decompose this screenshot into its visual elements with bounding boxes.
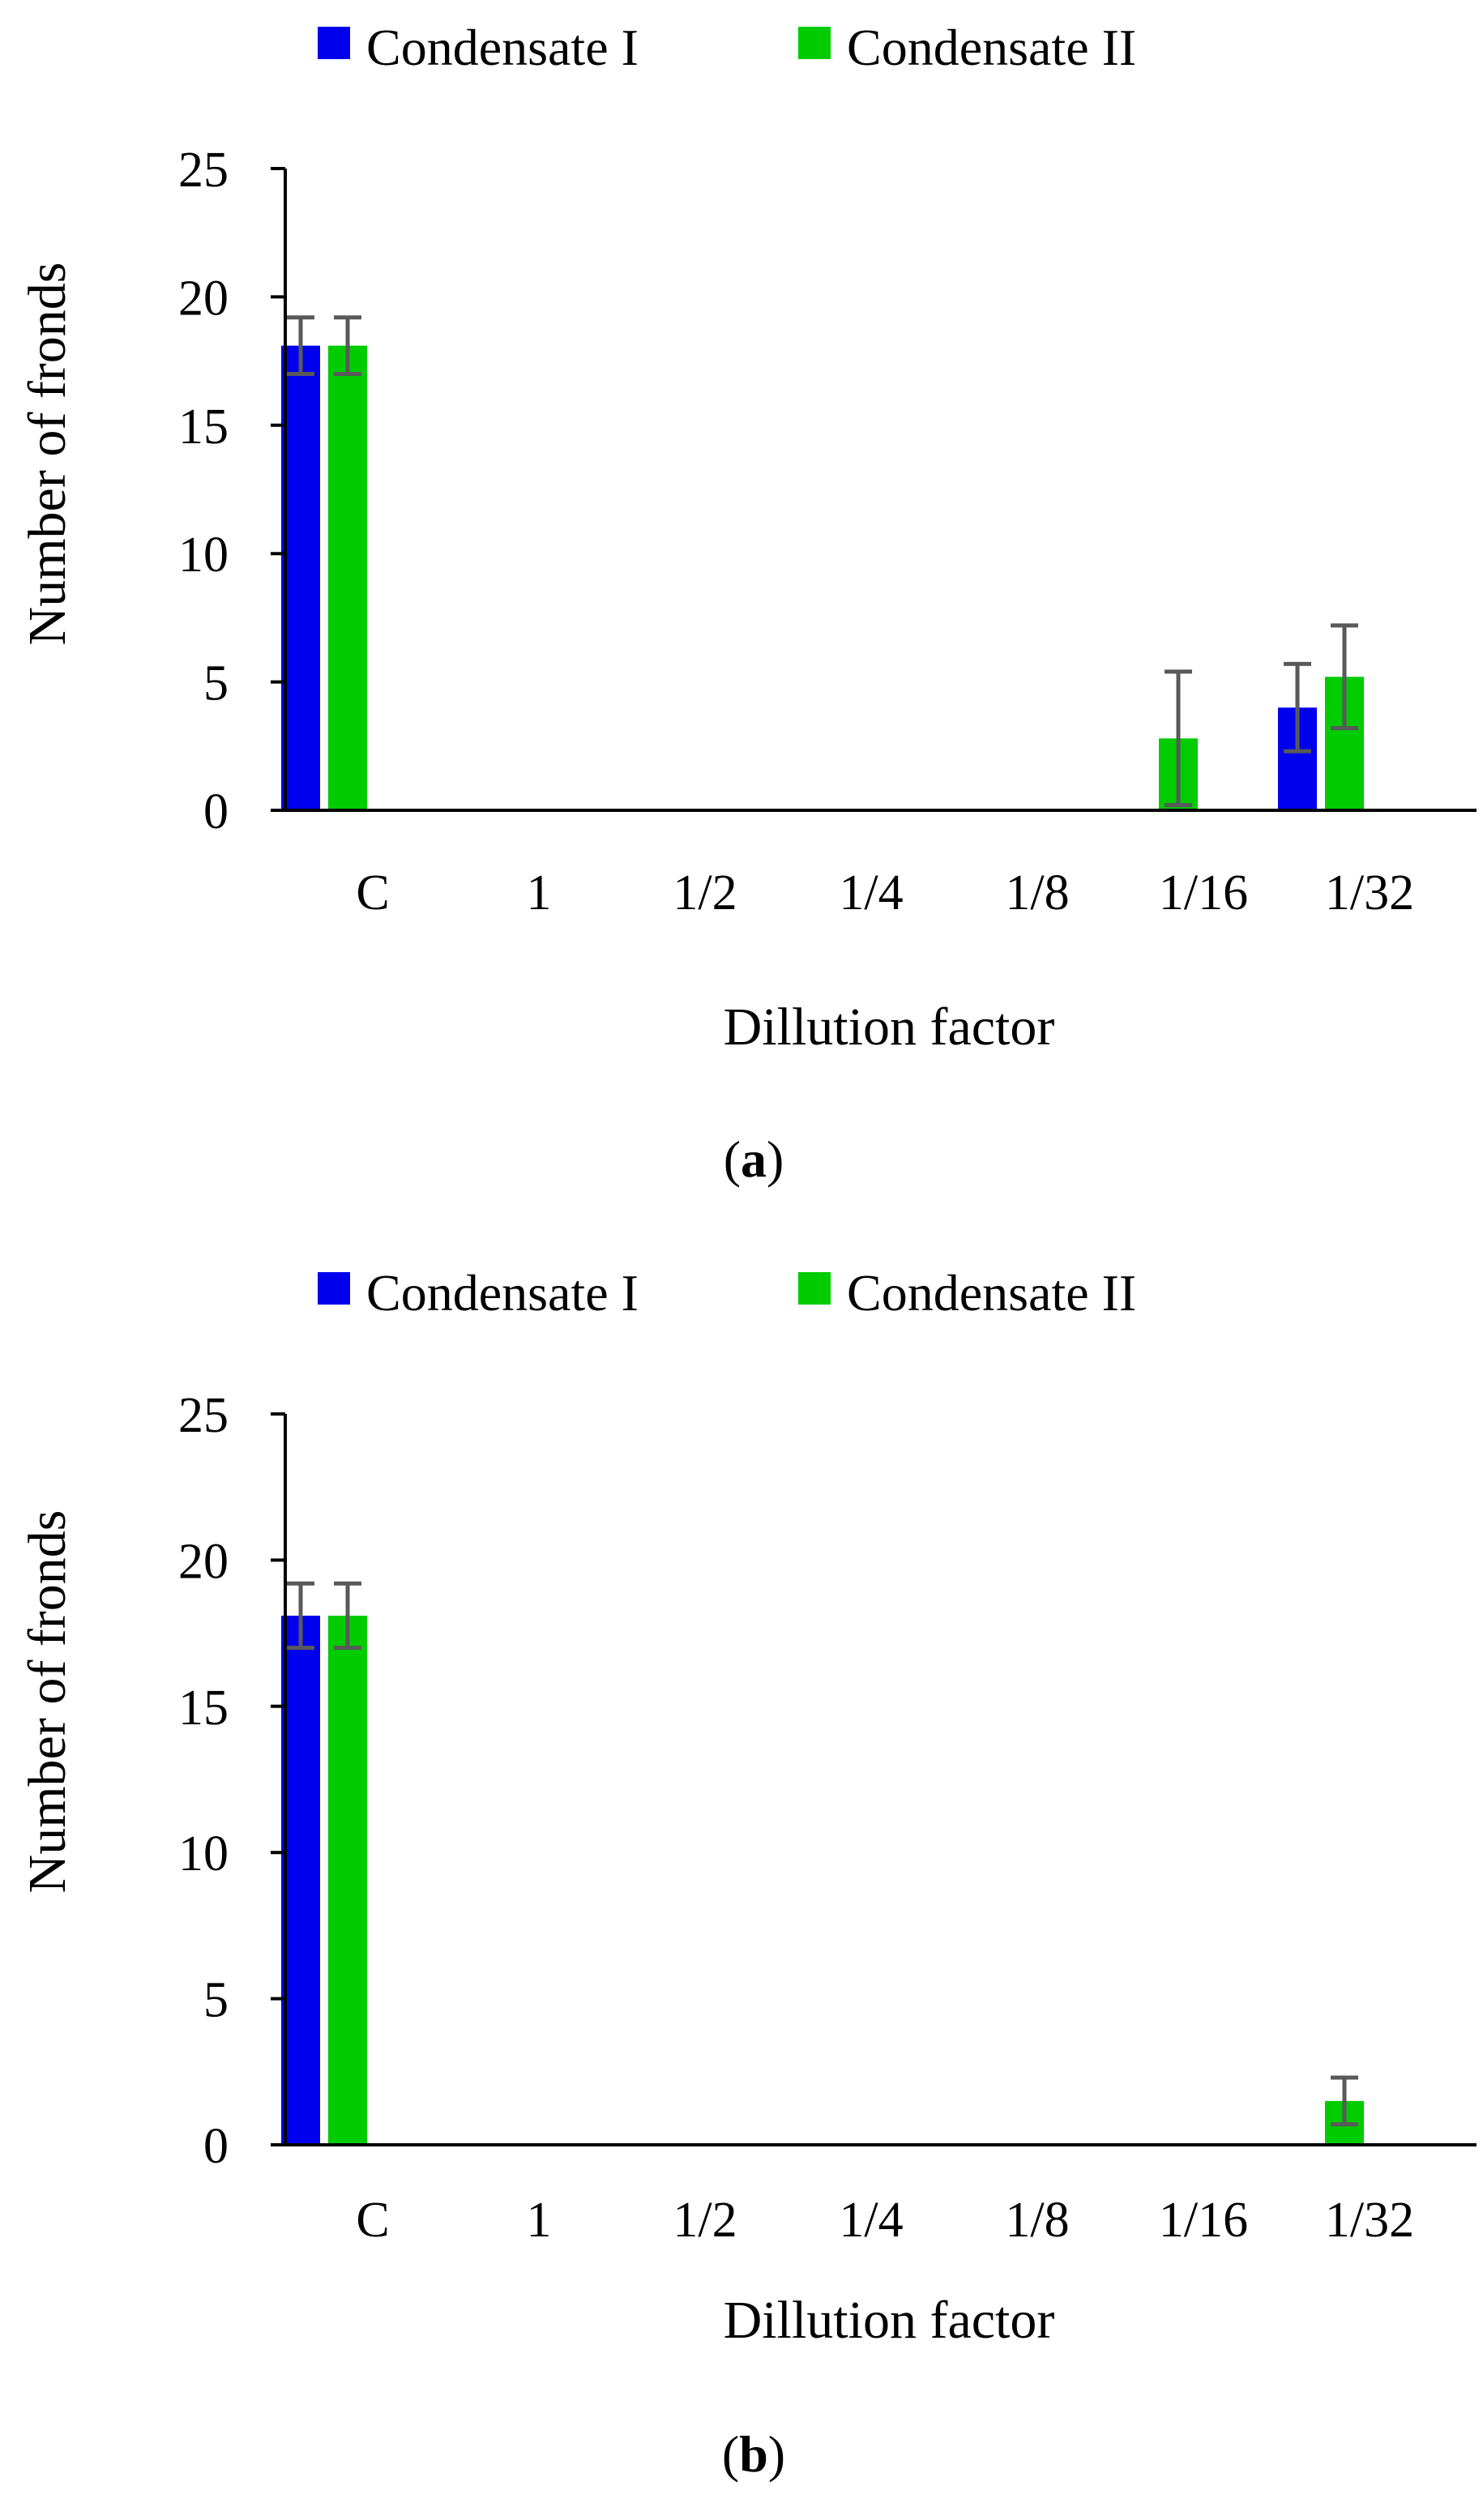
error-bar — [334, 315, 361, 376]
x-tick-label: 1/4 — [839, 2193, 903, 2248]
legend-swatch-condensate-ii — [798, 1272, 831, 1305]
bar — [281, 1615, 320, 2145]
plot-area: 0 5 10 15 20 25 C 1 1/2 1/4 1/8 1/16 1/32 — [178, 1388, 1477, 2248]
error-bar — [1165, 669, 1192, 808]
x-tick-label: 1/16 — [1159, 2193, 1248, 2248]
caption-open-paren: ( — [722, 2425, 739, 2483]
error-bar — [334, 1581, 361, 1651]
legend-swatch-condensate-i — [318, 1272, 350, 1305]
bar-chart-b: Condensate I Condensate II Number of fro… — [18, 1264, 1477, 2483]
legend: Condensate I Condensate II — [318, 19, 1136, 76]
legend: Condensate I Condensate II — [318, 1264, 1136, 1322]
chart-panel-a: Condensate I Condensate II Number of fro… — [0, 0, 1483, 1248]
caption-letter: b — [739, 2425, 768, 2483]
panel-caption-a: (a) — [724, 1130, 784, 1188]
y-tick-label: 10 — [178, 1826, 229, 1881]
x-tick-label: 1/2 — [673, 865, 737, 920]
legend-label-condensate-i: Condensate I — [366, 19, 639, 76]
panel-caption-b: (b) — [722, 2425, 785, 2483]
caption-close-paren: ) — [768, 2425, 785, 2483]
y-tick-label: 25 — [178, 1388, 229, 1443]
error-bar — [1331, 2075, 1358, 2127]
legend-label-condensate-ii: Condensate II — [847, 19, 1136, 76]
x-axis-title: Dillution factor — [724, 997, 1055, 1057]
caption-close-paren: ) — [767, 1130, 784, 1188]
legend-swatch-condensate-i — [318, 27, 350, 59]
error-bar — [1284, 661, 1311, 754]
x-tick-label: 1/4 — [839, 865, 903, 920]
bar — [328, 1615, 367, 2145]
y-tick-label: 5 — [203, 1973, 229, 2028]
plot-area: 0 5 10 15 20 25 C 1 1/2 1/4 1/8 1/16 1/32 — [178, 143, 1477, 920]
bar-chart-a: Condensate I Condensate II Number of fro… — [18, 19, 1477, 1188]
y-tick-label: 0 — [203, 784, 229, 839]
y-tick-label: 25 — [178, 143, 229, 198]
x-tick-label: C — [356, 865, 389, 920]
y-tick-label: 15 — [178, 399, 229, 455]
y-tick-label: 5 — [203, 656, 229, 711]
legend-label-condensate-ii: Condensate II — [847, 1264, 1136, 1322]
bar — [328, 345, 367, 810]
y-tick-label: 15 — [178, 1681, 229, 1736]
x-tick-label: 1/2 — [673, 2193, 737, 2248]
caption-open-paren: ( — [724, 1130, 741, 1188]
y-tick-label: 20 — [178, 1534, 229, 1589]
x-axis-title: Dillution factor — [724, 2291, 1055, 2350]
chart-panel-b: Condensate I Condensate II Number of fro… — [0, 1248, 1483, 2520]
y-axis-title: Number of fronds — [18, 1510, 77, 1894]
error-bar — [287, 315, 314, 376]
y-tick-label: 20 — [178, 271, 229, 326]
x-tick-label: 1/8 — [1005, 2193, 1069, 2248]
y-tick-label: 0 — [203, 2119, 229, 2174]
x-tick-label: 1 — [527, 2193, 552, 2248]
x-tick-label: C — [356, 2193, 389, 2248]
legend-swatch-condensate-ii — [798, 27, 831, 59]
x-tick-label: 1 — [527, 865, 552, 920]
legend-label-condensate-i: Condensate I — [366, 1264, 639, 1322]
x-tick-label: 1/8 — [1005, 865, 1069, 920]
x-tick-label: 1/32 — [1325, 2193, 1414, 2248]
error-bar — [1331, 623, 1358, 731]
y-tick-label: 10 — [178, 527, 229, 583]
error-bar — [287, 1581, 314, 1651]
x-tick-label: 1/16 — [1159, 865, 1248, 920]
x-tick-label: 1/32 — [1325, 865, 1414, 920]
y-axis-title: Number of fronds — [18, 263, 77, 646]
caption-letter: a — [741, 1130, 767, 1188]
bar — [281, 345, 320, 810]
